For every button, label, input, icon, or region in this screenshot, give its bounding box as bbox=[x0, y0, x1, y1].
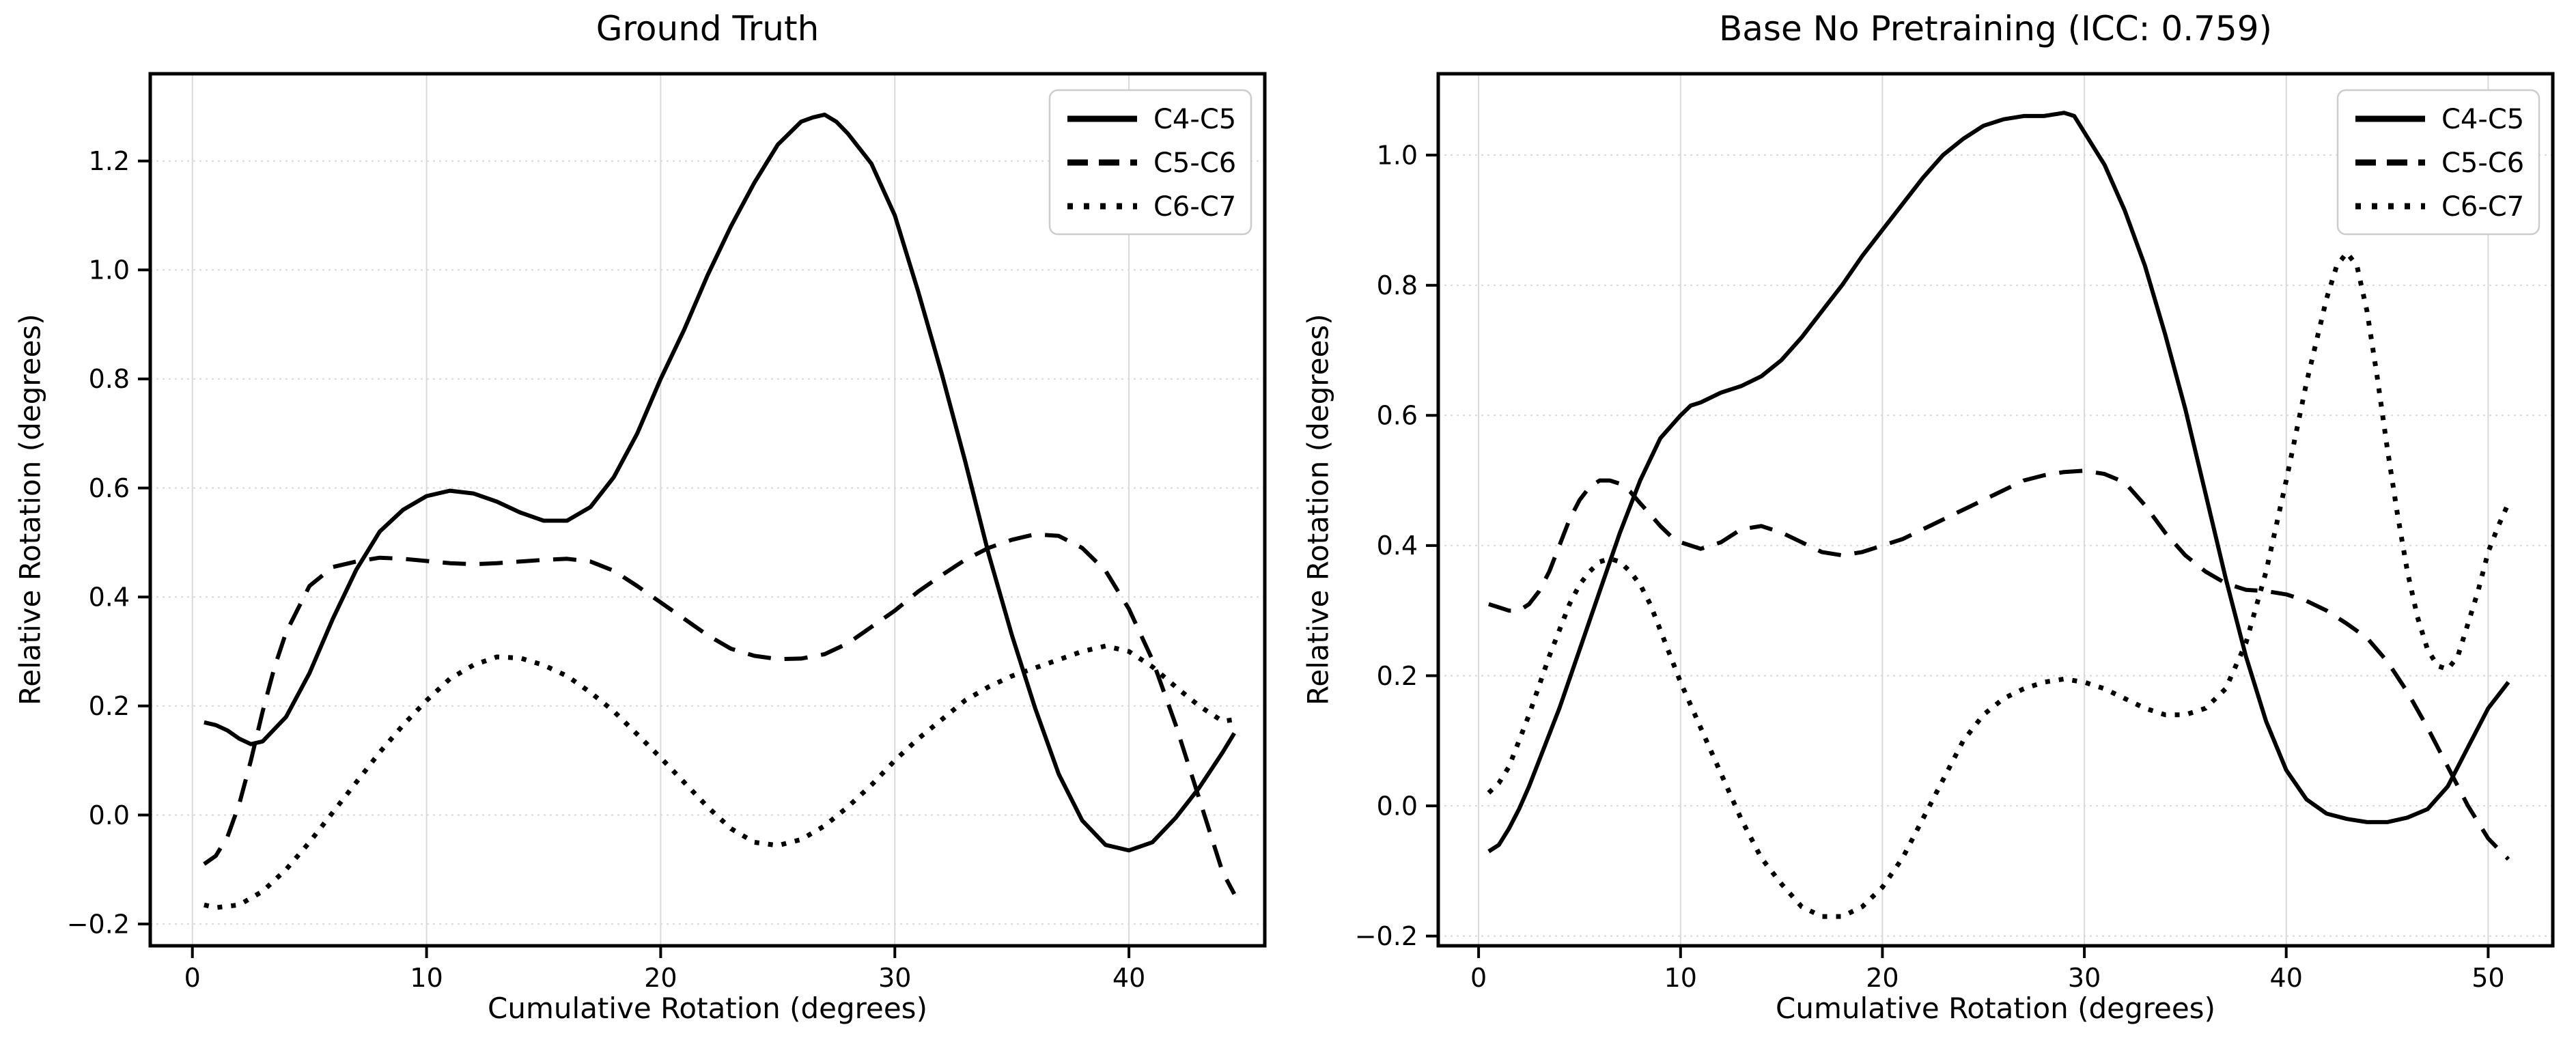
chart-title: Ground Truth bbox=[596, 9, 820, 48]
legend-entry-label: C4-C5 bbox=[2441, 104, 2524, 135]
x-tick-label: 30 bbox=[2068, 963, 2101, 993]
grid bbox=[1438, 74, 2553, 946]
x-tick-label: 40 bbox=[2270, 963, 2303, 993]
x-axis-label: Cumulative Rotation (degrees) bbox=[1776, 992, 2215, 1025]
y-tick-label: 1.0 bbox=[1377, 140, 1418, 170]
chart-panel-base-no-pretraining: Base No Pretraining (ICC: 0.759) Relativ… bbox=[1288, 0, 2576, 1053]
y-tick-label: 1.0 bbox=[89, 255, 130, 285]
chart-title: Base No Pretraining (ICC: 0.759) bbox=[1718, 9, 2273, 48]
series-line-c4-c5 bbox=[204, 112, 1236, 853]
y-tick-label: 0.0 bbox=[89, 800, 130, 830]
y-tick-label: 0.0 bbox=[1377, 791, 1418, 821]
x-tick-label: 30 bbox=[878, 963, 911, 993]
x-tick-label: 50 bbox=[2472, 963, 2504, 993]
legend: C4-C5 C5-C6 C6-C7 bbox=[1048, 89, 1252, 236]
y-tick-label: 0.4 bbox=[1377, 531, 1418, 561]
chart-panel-ground-truth: Ground Truth Relative Rotation (degrees)… bbox=[14, 9, 1267, 1025]
x-axis-label: Cumulative Rotation (degrees) bbox=[488, 992, 927, 1025]
legend-entry-label: C6-C7 bbox=[1153, 191, 1236, 223]
legend-entry-label: C5-C6 bbox=[1153, 148, 1236, 179]
y-tick-label: 0.2 bbox=[1377, 661, 1418, 691]
series-line-c5-c6 bbox=[1487, 468, 2510, 861]
x-tick-label: 0 bbox=[1470, 963, 1487, 993]
legend-entry-label: C6-C7 bbox=[2441, 191, 2524, 223]
axis-ticks: 0 10 20 30 40 50 −0.2 0.0 0.2 0.4 0.6 0.8 1.0 bbox=[1355, 140, 2505, 993]
x-tick-label: 10 bbox=[1664, 963, 1697, 993]
series-line-c6-c7 bbox=[1487, 250, 2511, 919]
y-tick-label: 0.8 bbox=[1377, 270, 1418, 300]
y-tick-label: 0.4 bbox=[89, 582, 130, 613]
series-line-c6-c7 bbox=[204, 643, 1235, 910]
y-tick-label: 1.2 bbox=[89, 146, 130, 176]
legend-entry-label: C5-C6 bbox=[2441, 148, 2524, 179]
y-tick-label: −0.2 bbox=[67, 909, 130, 939]
y-tick-label: −0.2 bbox=[1355, 921, 1418, 951]
legend-entry-label: C4-C5 bbox=[1153, 104, 1236, 135]
x-tick-label: 40 bbox=[1112, 963, 1145, 993]
x-tick-label: 20 bbox=[644, 963, 677, 993]
plot-area: 0 10 20 30 40 50 −0.2 0.0 0.2 0.4 0.6 0.8 1.0 C4-C5 C5… bbox=[1355, 72, 2555, 993]
axes-frame bbox=[148, 72, 1267, 948]
legend-box bbox=[1048, 89, 1252, 236]
series-line-c5-c6 bbox=[203, 532, 1237, 895]
legend: C4-C5 C5-C6 C6-C7 bbox=[2336, 89, 2540, 236]
legend-box bbox=[2336, 89, 2540, 236]
y-tick-label: 0.2 bbox=[89, 691, 130, 721]
plot-area: 0 10 20 30 40−0.20.00.20.40.60.81.01.2C4-C5C… bbox=[67, 72, 1267, 993]
x-tick-label: 0 bbox=[184, 963, 201, 993]
axes-frame bbox=[1436, 72, 2555, 948]
x-tick-label: 20 bbox=[1866, 963, 1899, 993]
axis-ticks: 0 10 20 30 40 −0.2 0.0 0.2 0.4 0.6 0.8 1.0 1.2 bbox=[67, 146, 1146, 993]
y-tick-label: 0.6 bbox=[1377, 401, 1418, 431]
y-tick-label: 0.8 bbox=[89, 364, 130, 394]
y-tick-label: 0.6 bbox=[89, 473, 130, 503]
x-tick-label: 10 bbox=[410, 963, 443, 993]
series-line-c4-c5 bbox=[1487, 111, 2510, 854]
